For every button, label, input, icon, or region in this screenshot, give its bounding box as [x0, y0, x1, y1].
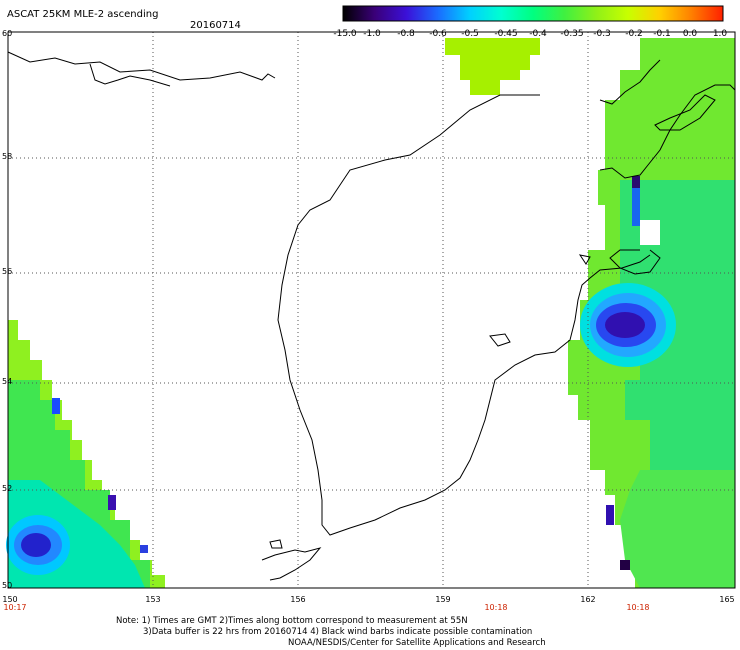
lat-label: 52: [2, 484, 13, 493]
colorbar-label: -0.5: [461, 29, 479, 39]
graticule: [8, 32, 735, 588]
lat-label: 60: [2, 29, 13, 38]
note-line-3: NOAA/NESDIS/Center for Satellite Applica…: [288, 638, 546, 648]
coastline: [7, 51, 736, 581]
colorbar-label: 1.0: [712, 29, 728, 39]
lon-label: 165: [719, 595, 735, 604]
map-frame: [7, 31, 736, 589]
ascat-swath-left: [6, 320, 165, 588]
time-label: 10:18: [484, 603, 508, 612]
lon-label: 159: [435, 595, 451, 604]
note-line-1: Note: 1) Times are GMT 2)Times along bot…: [116, 616, 468, 626]
colorbar-label: -1.0: [363, 29, 381, 39]
lon-label: 150: [2, 595, 18, 604]
colorbar-label: -0.6: [429, 29, 447, 39]
lon-label: 162: [580, 595, 596, 604]
lon-label: 153: [145, 595, 161, 604]
colorbar: [342, 5, 724, 22]
ascat-swath-top: [445, 38, 540, 95]
colorbar-label: -15.0: [333, 29, 357, 39]
note-line-2: 3)Data buffer is 22 hrs from 20160714 4)…: [143, 627, 533, 637]
lat-label: 56: [2, 267, 13, 276]
colorbar-label: -0.45: [494, 29, 518, 39]
lat-label: 58: [2, 152, 13, 161]
lat-label: 54: [2, 377, 13, 386]
colorbar-label: -0.4: [529, 29, 547, 39]
colorbar-label: 0.0: [682, 29, 698, 39]
product-date: 20160714: [190, 20, 241, 31]
product-title: ASCAT 25KM MLE-2 ascending: [7, 9, 159, 20]
colorbar-label: -0.35: [560, 29, 584, 39]
time-label: 10:17: [3, 603, 27, 612]
colorbar-label: -0.8: [397, 29, 415, 39]
colorbar-label: -0.2: [625, 29, 643, 39]
ascat-swath-right: [568, 38, 735, 588]
colorbar-label: -0.3: [593, 29, 611, 39]
lon-label: 156: [290, 595, 306, 604]
time-label: 10:18: [626, 603, 650, 612]
colorbar-gradient: [342, 5, 724, 22]
lat-label: 50: [2, 581, 13, 590]
colorbar-label: -0.1: [653, 29, 671, 39]
